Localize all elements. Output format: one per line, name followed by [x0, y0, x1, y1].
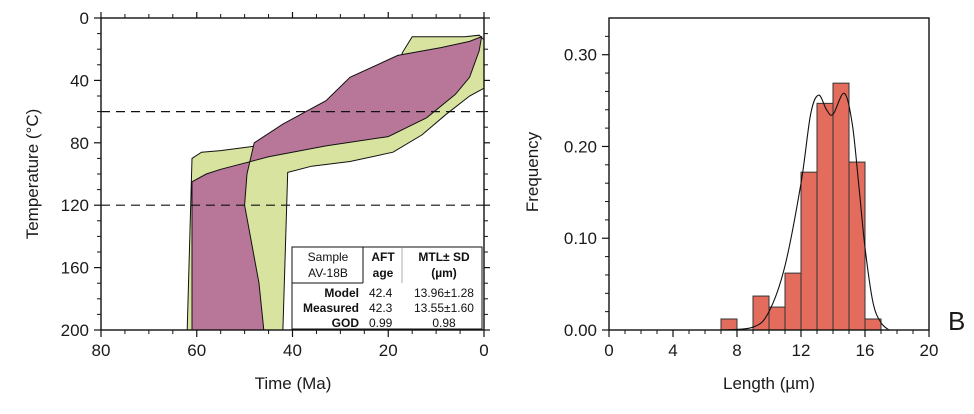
x-axis-title: Time (Ma): [255, 374, 332, 393]
y-tick-label: 0: [80, 9, 89, 28]
y-axis-title: Temperature (°C): [23, 109, 42, 240]
y-tick-label: 80: [70, 134, 89, 153]
length-histogram-chart: 0 4 8 12 16 20 0.00 0.10 0.20 0.30 Length (µm) Fr…: [523, 17, 939, 393]
histogram-bar: [720, 318, 738, 331]
axes-group: 0 4 8 12 16 20 0.00 0.10 0.20 0.30: [564, 17, 939, 360]
table-cell: 42.3: [369, 301, 393, 315]
x-tick-label: 8: [732, 341, 741, 360]
y-tick-label: 0.20: [564, 137, 597, 156]
table-header-cell: AV-18B: [308, 266, 348, 280]
x-tick-label: 0: [604, 341, 613, 360]
y-axis-title: Frequency: [523, 131, 542, 212]
y-tick-label: 0.30: [564, 46, 597, 65]
table-row-label: GOD: [332, 316, 360, 330]
fit-curve-group: [720, 92, 890, 331]
x-tick-label: 20: [920, 341, 939, 360]
reference-lines-group: [101, 110, 484, 206]
plot-frame: [608, 17, 930, 331]
x-tick-label: 16: [856, 341, 875, 360]
histogram-bar: [784, 272, 802, 331]
y-tick-label: 160: [61, 259, 89, 278]
table-cell: 0.99: [369, 316, 393, 330]
table-row-label: Model: [324, 286, 359, 300]
table-header-cell: Sample: [308, 250, 349, 264]
table-header-cell: age: [373, 266, 394, 280]
y-tick-label: 0.10: [564, 229, 597, 248]
histogram-bar: [768, 306, 786, 331]
table-row-label: Measured: [303, 301, 359, 315]
histogram-bar: [752, 295, 770, 331]
panel-label: B: [948, 306, 965, 336]
y-tick-label: 120: [61, 196, 89, 215]
table-header-cell: AFT: [371, 250, 395, 264]
histogram-bar: [832, 82, 850, 331]
good-fit-envelope: [191, 35, 483, 331]
x-tick-label: 80: [92, 341, 111, 360]
statistics-table: Sample AV-18B AFT age MTL± SD (µm) Model 42.4 13…: [291, 246, 483, 330]
histogram-bar: [800, 171, 818, 331]
table-header-cell: (µm): [431, 266, 457, 280]
table-cell: 42.4: [369, 286, 393, 300]
y-tick-label: 0.00: [564, 321, 597, 340]
y-tick-label: 200: [61, 321, 89, 340]
table-cell: 13.96±1.28: [414, 286, 474, 300]
table-header-cell: MTL± SD: [418, 250, 470, 264]
x-tick-label: 40: [283, 341, 302, 360]
histogram-bar: [848, 161, 866, 331]
bars-group: [720, 82, 882, 331]
x-tick-label: 20: [379, 341, 398, 360]
x-axis-title: Length (µm): [723, 374, 815, 393]
histogram-bar: [816, 102, 834, 331]
y-tick-label: 40: [70, 71, 89, 90]
model-fit-curve: [720, 92, 890, 331]
x-tick-label: 0: [479, 341, 488, 360]
x-tick-label: 12: [792, 341, 811, 360]
table-frame: [291, 246, 483, 330]
x-tick-label: 60: [187, 341, 206, 360]
table-cell: 0.98: [432, 316, 456, 330]
table-cell: 13.55±1.60: [414, 301, 474, 315]
x-tick-label: 4: [668, 341, 677, 360]
envelopes-group: [186, 34, 485, 331]
histogram-bar: [864, 318, 882, 331]
